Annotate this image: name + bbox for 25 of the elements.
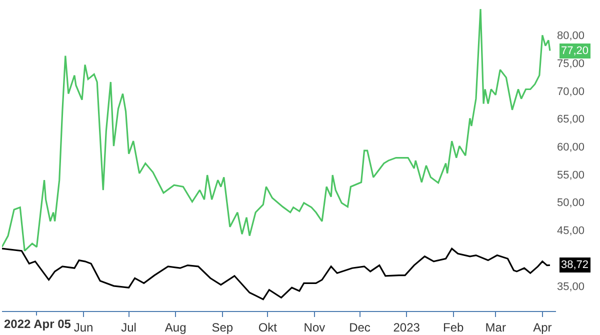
y-tick-label: 50,00: [557, 197, 585, 210]
y-tick-label: 75,00: [557, 58, 585, 70]
x-tick-label: Apr: [533, 320, 552, 334]
x-tick-label: 2023: [393, 320, 420, 334]
x-tick-label: Dec: [349, 320, 370, 334]
y-tick-label: 60,00: [557, 141, 585, 154]
y-tick-label: 45,00: [557, 225, 585, 238]
x-tick-label: Sep: [212, 320, 234, 334]
annotation: 77,20: [561, 45, 589, 57]
x-tick-label: Nov: [304, 320, 326, 334]
y-tick-label: 80,00: [557, 30, 585, 42]
x-tick-label: Aug: [164, 320, 186, 334]
x-tick-label: Mar: [485, 320, 506, 334]
line-series: [2, 248, 551, 300]
y-tick-label: 55,00: [557, 169, 585, 182]
y-tick-label: 35,00: [557, 280, 585, 293]
y-tick-label: 65,00: [557, 114, 585, 126]
x-tick-label: Jun: [74, 320, 94, 334]
text: 2022 Apr 05: [4, 317, 72, 331]
x-tick-label: Feb: [443, 320, 464, 334]
y-tick-label: 70,00: [557, 86, 585, 98]
x-tick-label: Okt: [258, 320, 278, 334]
line-series: [2, 8, 551, 252]
annotation: 38,72: [561, 259, 589, 271]
x-tick-label: Jul: [121, 320, 136, 334]
